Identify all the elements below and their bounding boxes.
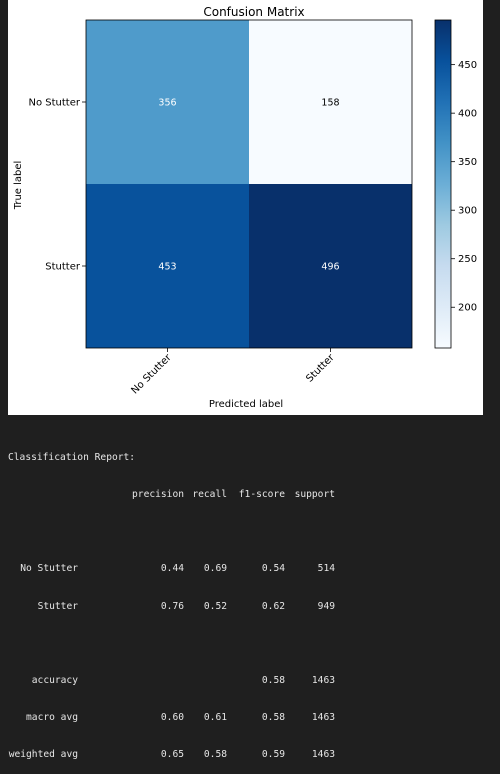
x-tick-label: Stutter xyxy=(304,352,337,385)
row-label: macro avg xyxy=(26,712,78,724)
colorbar-tick-label: 300 xyxy=(458,206,477,217)
heatmap-cell xyxy=(86,20,249,184)
cell-value-label: 496 xyxy=(321,262,339,273)
f1-value: 0.58 xyxy=(261,675,285,687)
colorbar-tick-label: 200 xyxy=(458,303,477,314)
support-value: 949 xyxy=(317,600,335,612)
f1-value: 0.62 xyxy=(261,600,285,612)
support-value: 1463 xyxy=(311,712,335,724)
chart-title: Confusion Matrix xyxy=(203,5,304,19)
header-support: support xyxy=(294,489,335,501)
report-header-row: precision recall f1-score support xyxy=(8,489,488,501)
y-axis-label: True label xyxy=(13,161,24,211)
report-title: Classification Report: xyxy=(8,451,136,463)
x-tick-label: No Stutter xyxy=(129,352,174,397)
colorbar-tick-label: 400 xyxy=(458,109,477,120)
support-value: 514 xyxy=(317,563,335,575)
f1-value: 0.59 xyxy=(261,749,285,761)
colorbar xyxy=(434,19,452,349)
precision-value: 0.65 xyxy=(160,749,184,761)
y-tick-label: No Stutter xyxy=(29,98,81,109)
colorbar-tick-label: 250 xyxy=(458,254,477,265)
plot-frame xyxy=(85,19,413,349)
recall-value: 0.58 xyxy=(203,749,227,761)
report-row-macro-avg: macro avg 0.60 0.61 0.58 1463 xyxy=(8,712,488,724)
heatmap-cell xyxy=(86,184,249,348)
f1-value: 0.54 xyxy=(261,563,285,575)
report-row-weighted-avg: weighted avg 0.65 0.58 0.59 1463 xyxy=(8,749,488,761)
recall-value: 0.69 xyxy=(203,563,227,575)
colorbar-tick-label: 350 xyxy=(458,157,477,168)
header-f1-score: f1-score xyxy=(238,489,285,501)
header-precision: precision xyxy=(132,489,184,501)
recall-value: 0.61 xyxy=(203,712,227,724)
confusion-matrix-figure: Confusion Matrix Predicted label True la… xyxy=(8,0,483,415)
cell-value-label: 158 xyxy=(321,98,339,109)
row-label: accuracy xyxy=(31,675,78,687)
cell-value-label: 453 xyxy=(158,262,176,273)
row-label: No Stutter xyxy=(20,563,78,575)
row-label: Stutter xyxy=(37,600,78,612)
cell-value-label: 356 xyxy=(158,98,176,109)
report-row-no-stutter: No Stutter 0.44 0.69 0.54 514 xyxy=(8,563,488,575)
report-row-stutter: Stutter 0.76 0.52 0.62 949 xyxy=(8,601,488,613)
heatmap-cell xyxy=(249,184,412,348)
support-value: 1463 xyxy=(311,749,335,761)
header-recall: recall xyxy=(192,489,227,501)
heatmap-cell xyxy=(249,20,412,184)
precision-value: 0.60 xyxy=(160,712,184,724)
precision-value: 0.44 xyxy=(160,563,184,575)
recall-value: 0.52 xyxy=(203,600,227,612)
y-tick-label: Stutter xyxy=(45,262,81,273)
precision-value: 0.76 xyxy=(160,600,184,612)
support-value: 1463 xyxy=(311,675,335,687)
f1-value: 0.58 xyxy=(261,712,285,724)
report-row-accuracy: accuracy 0.58 1463 xyxy=(8,675,488,687)
confusion-matrix-chart: Confusion Matrix Predicted label True la… xyxy=(13,5,477,410)
classification-report: Classification Report: precision recall f1… xyxy=(8,427,488,774)
colorbar-tick-label: 450 xyxy=(458,60,477,71)
x-axis-label: Predicted label xyxy=(209,399,283,410)
row-label: weighted avg xyxy=(8,749,78,761)
